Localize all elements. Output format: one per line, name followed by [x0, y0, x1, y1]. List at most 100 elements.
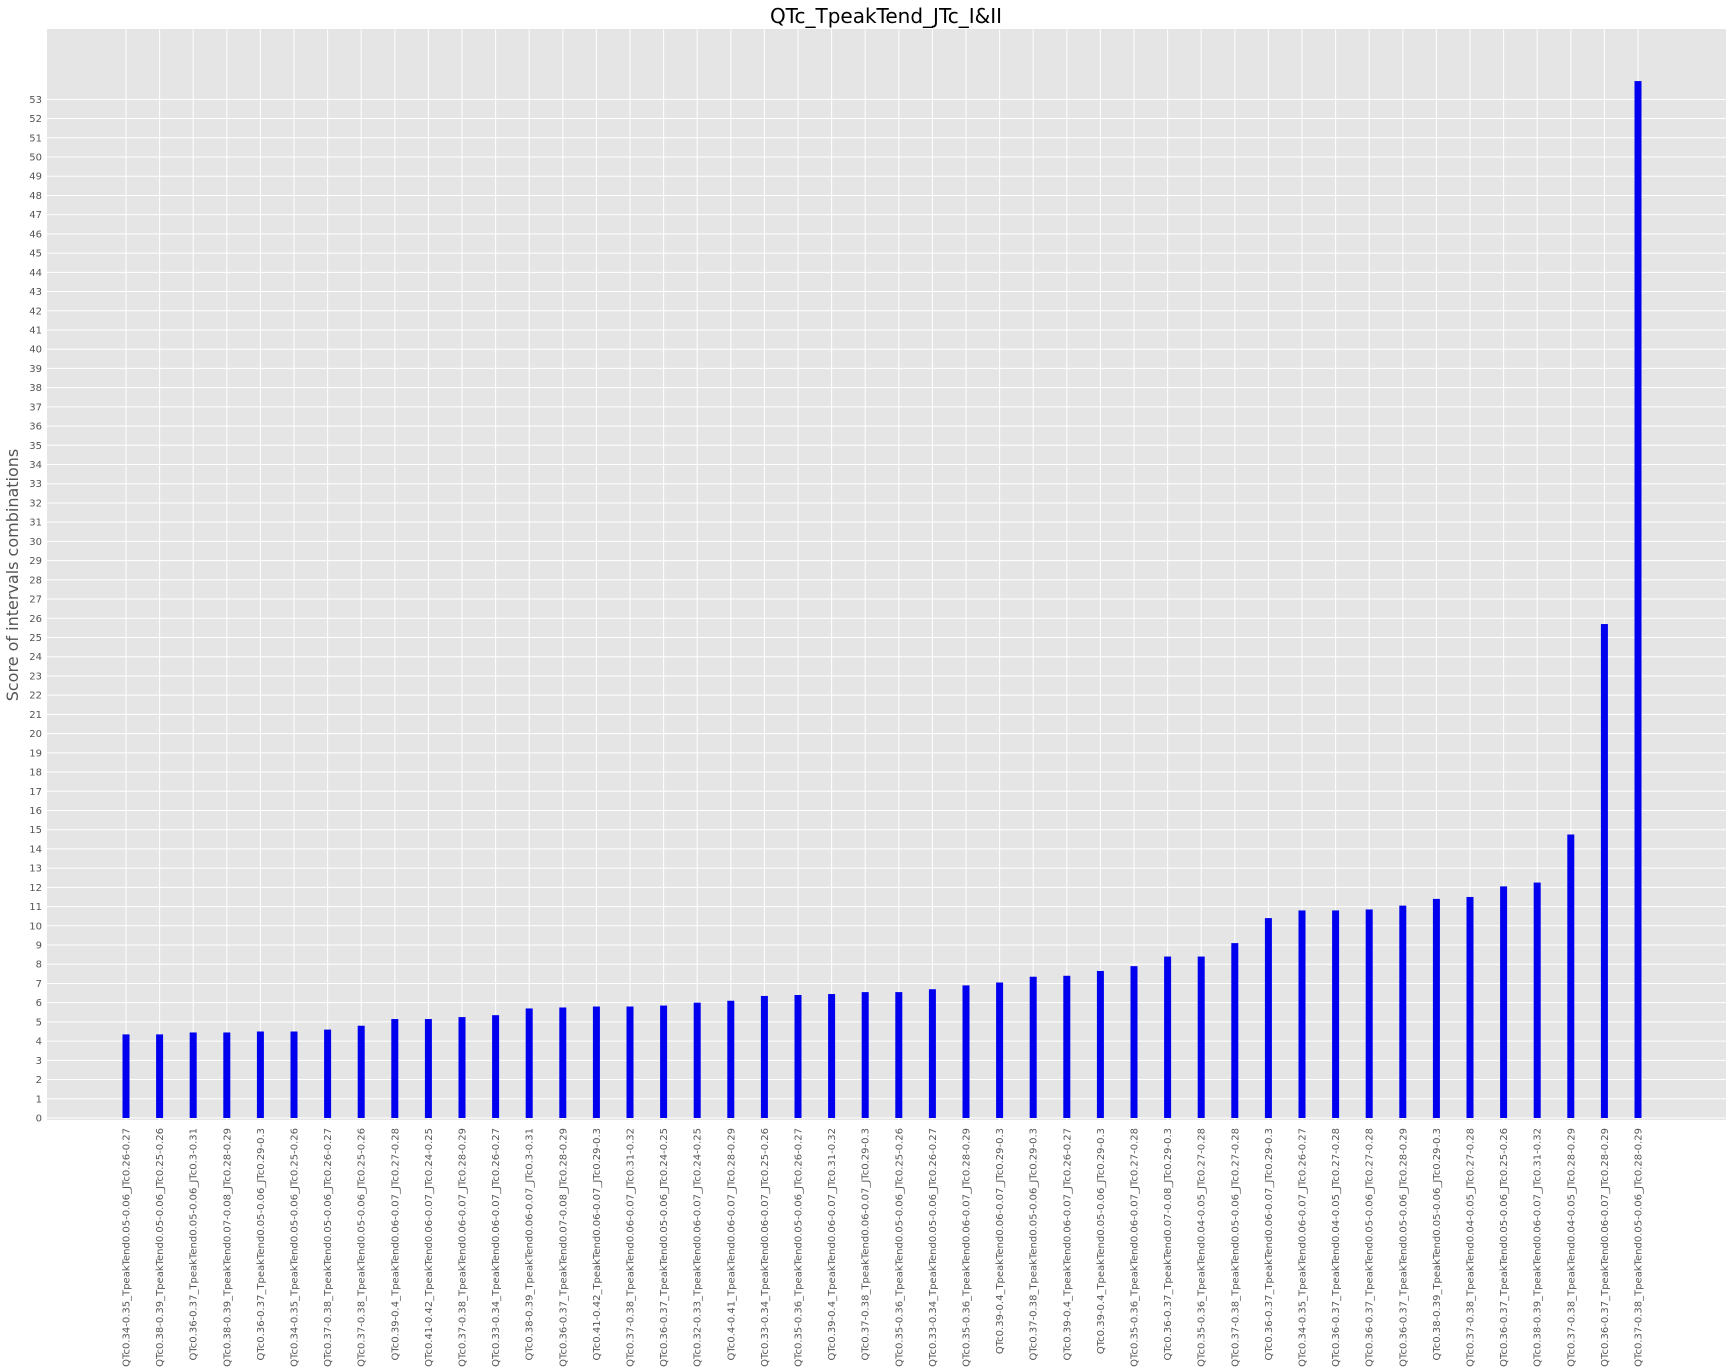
y-tick-label: 3 [36, 1056, 42, 1067]
x-tick-label: QTc0.36-0.37_TpeakTend0.05-0.06_JTc0.27-… [1365, 1128, 1376, 1367]
bar [492, 1015, 500, 1118]
y-tick-label: 42 [29, 306, 42, 317]
bar [760, 995, 768, 1118]
y-tick-label: 12 [29, 883, 42, 894]
y-tick-label: 52 [29, 114, 42, 125]
bar [189, 1032, 197, 1118]
y-tick-label: 39 [29, 364, 42, 375]
bar [1264, 918, 1272, 1118]
chart-title: QTc_TpeakTend_JTc_I&II [770, 4, 1002, 28]
x-tick-label: QTc0.37-0.38_TpeakTend0.06-0.07_JTc0.28-… [458, 1128, 469, 1367]
bar [1231, 943, 1239, 1118]
bar [794, 994, 802, 1118]
bar [1164, 956, 1172, 1118]
bar [1332, 910, 1340, 1118]
y-tick-label: 36 [29, 422, 42, 433]
bar [895, 992, 903, 1118]
y-tick-label: 34 [29, 460, 42, 471]
bar [996, 982, 1004, 1118]
y-tick-label: 10 [29, 921, 42, 932]
y-tick-label: 16 [29, 806, 42, 817]
x-tick-label: QTc0.41-0.42_TpeakTend0.06-0.07_JTc0.24-… [424, 1128, 435, 1367]
y-tick-label: 22 [29, 691, 42, 702]
y-tick-label: 27 [29, 595, 42, 606]
x-tick-label: QTc0.39-0.4_TpeakTend0.06-0.07_JTc0.27-0… [390, 1128, 401, 1360]
x-tick-label: QTc0.37-0.38_TpeakTend0.05-0.06_JTc0.28-… [1634, 1128, 1645, 1367]
y-tick-label: 6 [36, 998, 42, 1009]
y-axis-label: Score of intervals combinations [3, 449, 22, 702]
x-tick-label: QTc0.32-0.33_TpeakTend0.06-0.07_JTc0.24-… [693, 1128, 704, 1367]
y-tick-label: 40 [29, 345, 42, 356]
bar [290, 1031, 298, 1118]
y-tick-label: 26 [29, 614, 42, 625]
bar [1063, 975, 1071, 1118]
x-tick-label: QTc0.37-0.38_TpeakTend0.04-0.05_JTc0.27-… [1466, 1128, 1477, 1367]
y-tick-label: 49 [29, 172, 42, 183]
y-tick-label: 41 [29, 325, 42, 336]
x-tick-label: QTc0.35-0.36_TpeakTend0.04-0.05_JTc0.27-… [1197, 1128, 1208, 1367]
y-tick-label: 20 [29, 729, 42, 740]
x-tick-label: QTc0.36-0.37_TpeakTend0.05-0.06_JTc0.29-… [256, 1128, 267, 1360]
x-tick-label: QTc0.37-0.38_TpeakTend0.05-0.06_JTc0.26-… [323, 1128, 334, 1367]
bar [1365, 909, 1373, 1118]
y-tick-label: 47 [29, 210, 42, 221]
bars [122, 81, 1642, 1118]
y-tick-label: 2 [36, 1075, 42, 1086]
y-tick-label: 30 [29, 537, 42, 548]
bar [693, 1002, 701, 1118]
bar [626, 1006, 634, 1118]
bar [324, 1029, 332, 1118]
x-tick-label: QTc0.34-0.35_TpeakTend0.05-0.06_JTc0.26-… [122, 1128, 133, 1367]
bar [861, 992, 869, 1118]
y-tick-label: 21 [29, 710, 42, 721]
x-tick-label: QTc0.37-0.38_TpeakTend0.04-0.05_JTc0.28-… [1566, 1128, 1577, 1367]
y-tick-label: 32 [29, 498, 42, 509]
y-tick-label: 7 [36, 979, 42, 990]
y-tick-label: 44 [29, 268, 42, 279]
y-tick-label: 28 [29, 575, 42, 586]
bar [424, 1019, 432, 1118]
x-tick-label: QTc0.36-0.37_TpeakTend0.05-0.06_JTc0.28-… [1398, 1128, 1409, 1367]
bar [1500, 886, 1508, 1118]
y-tick-label: 43 [29, 287, 42, 298]
y-tick-label: 13 [29, 864, 42, 875]
x-tick-label: QTc0.36-0.37_TpeakTend0.05-0.06_JTc0.25-… [1499, 1128, 1510, 1367]
y-tick-label: 18 [29, 768, 42, 779]
x-tick-label: QTc0.37-0.38_TpeakTend0.06-0.07_JTc0.31-… [626, 1128, 637, 1367]
bar [1466, 896, 1474, 1118]
y-tick-label: 35 [29, 441, 42, 452]
x-tick-label: QTc0.41-0.42_TpeakTend0.06-0.07_JTc0.29-… [592, 1128, 603, 1360]
bar [828, 994, 836, 1118]
x-tick-label: QTc0.39-0.4_TpeakTend0.05-0.06_JTc0.29-0… [1096, 1128, 1107, 1354]
y-tick-label: 45 [29, 249, 42, 260]
y-tick-label: 17 [29, 787, 42, 798]
bar [660, 1005, 668, 1118]
x-axis-ticks: QTc0.34-0.35_TpeakTend0.05-0.06_JTc0.26-… [122, 1128, 1645, 1367]
bar [727, 1000, 735, 1118]
x-tick-label: QTc0.39-0.4_TpeakTend0.06-0.07_JTc0.31-0… [827, 1128, 838, 1360]
bar [1130, 966, 1138, 1118]
x-tick-label: QTc0.36-0.37_TpeakTend0.06-0.07_JTc0.29-… [1264, 1128, 1275, 1360]
plot-background [47, 29, 1726, 1120]
x-tick-label: QTc0.36-0.37_TpeakTend0.05-0.06_JTc0.24-… [659, 1128, 670, 1367]
y-tick-label: 46 [29, 229, 42, 240]
y-tick-label: 29 [29, 556, 42, 567]
x-tick-label: QTc0.38-0.39_TpeakTend0.05-0.06_JTc0.25-… [155, 1128, 166, 1367]
y-tick-label: 51 [29, 133, 42, 144]
x-tick-label: QTc0.34-0.35_TpeakTend0.05-0.06_JTc0.25-… [290, 1128, 301, 1367]
y-tick-label: 25 [29, 633, 42, 644]
bar [156, 1034, 164, 1118]
bar [223, 1032, 231, 1118]
y-tick-label: 5 [36, 1017, 42, 1028]
y-tick-label: 8 [36, 960, 42, 971]
y-tick-label: 53 [29, 95, 42, 106]
y-tick-label: 23 [29, 671, 42, 682]
y-tick-label: 50 [29, 153, 42, 164]
y-axis-ticks: 0123456789101112131415161718192021222324… [29, 95, 42, 1125]
bar [928, 989, 936, 1118]
y-tick-label: 14 [29, 844, 42, 855]
bar [1533, 882, 1541, 1118]
x-tick-label: QTc0.37-0.38_TpeakTend0.05-0.06_JTc0.27-… [1230, 1128, 1241, 1367]
x-tick-label: QTc0.33-0.34_TpeakTend0.06-0.07_JTc0.26-… [491, 1128, 502, 1367]
y-tick-label: 38 [29, 383, 42, 394]
